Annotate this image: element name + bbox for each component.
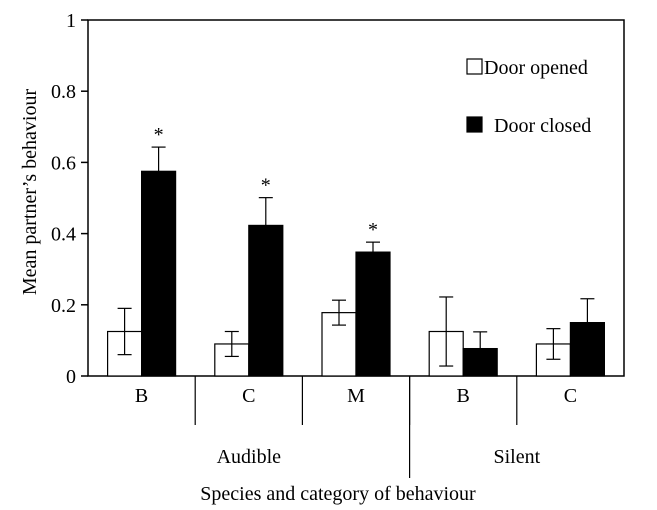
significance-star: * [368,219,378,241]
x-tick-label: C [564,385,577,407]
y-axis-title: Mean partner’s behaviour [19,89,41,296]
significance-star: * [261,175,271,197]
legend-label: Door opened [484,57,588,79]
group-label: Audible [217,446,282,468]
chart-bars [106,170,606,377]
y-tick-label: 0.8 [51,81,76,103]
legend-swatch-door-opened [466,58,483,75]
y-tick-label: 0.2 [51,295,76,317]
x-tick-label: C [242,385,255,407]
y-tick-label: 0.6 [51,152,76,174]
chart-legend: Door opened Door closed [466,57,591,137]
chart-group-labels: Audible Silent [217,446,541,468]
y-tick-label: 0.4 [51,224,76,246]
chart-error-bars [117,146,595,367]
x-axis-title: Species and category of behaviour [200,483,476,505]
chart-axes: 0 0.2 0.4 0.6 0.8 1 [51,10,625,478]
chart-significance-markers: * * * [154,124,378,241]
bar-door-closed [569,322,606,377]
group-label: Silent [493,446,540,468]
y-tick-label: 0 [66,366,76,388]
bar-door-closed [355,251,391,377]
significance-star: * [154,124,164,146]
bar-door-closed [462,347,498,377]
x-tick-label: B [457,385,470,407]
legend-swatch-door-closed [466,116,483,133]
x-tick-label: B [135,385,148,407]
legend-label: Door closed [494,115,591,137]
x-tick-label: M [347,385,365,407]
bar-door-closed [248,224,284,377]
y-tick-label: 1 [66,10,76,32]
bar-door-closed [141,170,177,377]
